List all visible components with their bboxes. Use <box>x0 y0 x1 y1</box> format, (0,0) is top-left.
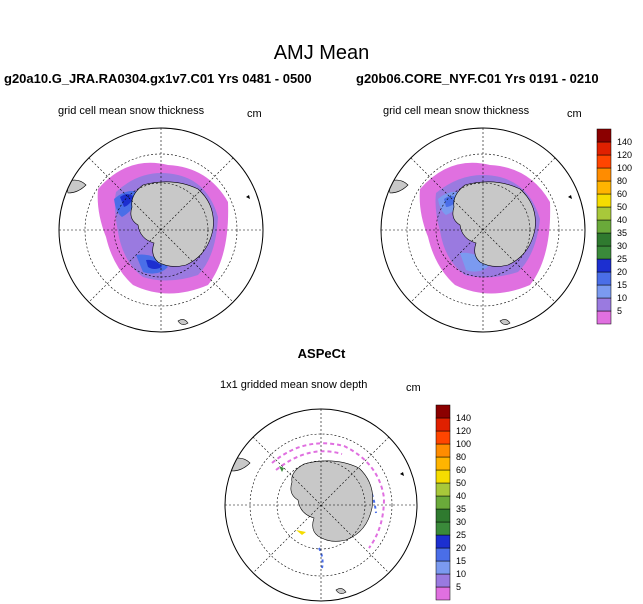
colorbar-box <box>596 206 612 221</box>
graticule-meridians <box>59 128 263 332</box>
colorbar-box <box>435 573 451 588</box>
colorbar-tick-label: 5 <box>456 582 461 592</box>
colorbar-tick-label: 25 <box>617 254 627 264</box>
graticule-meridians <box>381 128 585 332</box>
small-island <box>246 195 250 199</box>
south-america-tip <box>387 179 409 194</box>
colorbar-tick-label: 140 <box>456 413 471 423</box>
antarctica-landmass <box>130 181 214 267</box>
right-variable-label: grid cell mean snow thickness <box>383 105 530 117</box>
colorbar-box <box>596 258 612 273</box>
small-island <box>400 472 404 476</box>
colorbar-tick-label: 10 <box>456 569 466 579</box>
colorbar-box <box>596 245 612 260</box>
new-zealand-island <box>177 319 189 325</box>
colorbar-box <box>596 154 612 169</box>
left-panel-title: g20a10.G_JRA.RA0304.gx1v7.C01 Yrs 0481 -… <box>4 71 312 86</box>
colorbar-box <box>435 534 451 549</box>
map-boundary <box>58 127 264 333</box>
colorbar-tick-label: 100 <box>617 163 632 173</box>
colorbar-tick-label: 15 <box>456 556 466 566</box>
colorbar-box <box>435 521 451 536</box>
south-america-tip <box>229 457 251 472</box>
observation-track-ring <box>271 442 386 549</box>
colorbar-box <box>596 232 612 247</box>
colorbar-tick-label: 15 <box>617 280 627 290</box>
colorbar-box <box>596 167 612 182</box>
colorbar-tick-label: 40 <box>617 215 627 225</box>
colorbar-box <box>435 482 451 497</box>
bottom-variable-label: 1x1 gridded mean snow depth <box>220 379 368 391</box>
colorbar-tick-label: 120 <box>617 150 632 160</box>
observation-points-green <box>279 466 284 472</box>
bottom-panel-title: ASPeCt <box>297 346 346 361</box>
colorbar-tick-label: 20 <box>617 267 627 277</box>
colorbar-box <box>435 560 451 575</box>
colorbar-box <box>596 180 612 195</box>
snow-field-blue <box>120 194 134 207</box>
colorbar-tick-label: 100 <box>456 439 471 449</box>
colorbar-box <box>596 297 612 312</box>
figure-title: AMJ Mean <box>273 42 370 64</box>
right-colorbar: 5 10 15 20 25 30 35 40 50 60 80 100 120 140 <box>596 128 632 325</box>
colorbar-box <box>435 404 451 419</box>
bottom-colorbar: 5 10 15 20 25 30 35 40 50 60 80 100 120 140 <box>435 404 471 601</box>
colorbar-box <box>596 193 612 208</box>
small-island <box>568 195 572 199</box>
colorbar-tick-label: 20 <box>456 543 466 553</box>
colorbar-tick-label: 40 <box>456 491 466 501</box>
colorbar-tick-label: 35 <box>617 228 627 238</box>
right-polar-map <box>380 127 586 333</box>
colorbar-box <box>596 128 612 143</box>
colorbar-box <box>596 310 612 325</box>
colorbar-tick-label: 10 <box>617 293 627 303</box>
new-zealand-island <box>335 588 347 594</box>
colorbar-box <box>596 271 612 286</box>
colorbar-box <box>435 495 451 510</box>
colorbar-tick-label: 50 <box>617 202 627 212</box>
colorbar-box <box>435 443 451 458</box>
colorbar-tick-label: 5 <box>617 306 622 316</box>
new-zealand-island <box>499 319 511 325</box>
antarctica-landmass <box>290 460 373 542</box>
left-units-label: cm <box>247 108 262 120</box>
colorbar-box <box>435 586 451 601</box>
bottom-units-label: cm <box>406 382 421 394</box>
colorbar-tick-label: 60 <box>456 465 466 475</box>
colorbar-box <box>596 219 612 234</box>
left-variable-label: grid cell mean snow thickness <box>58 105 205 117</box>
colorbar-box <box>596 141 612 156</box>
snow-field-blue-2 <box>146 259 162 269</box>
colorbar-box <box>435 547 451 562</box>
map-boundary <box>224 408 418 602</box>
colorbar-box <box>435 469 451 484</box>
colorbar-tick-label: 80 <box>617 176 627 186</box>
colorbar-tick-label: 25 <box>456 530 466 540</box>
colorbar-box <box>435 456 451 471</box>
south-america-tip <box>65 179 87 194</box>
map-boundary <box>380 127 586 333</box>
colorbar-tick-label: 30 <box>617 241 627 251</box>
colorbar-box <box>596 284 612 299</box>
graticule-lat-45 <box>249 433 393 577</box>
colorbar-tick-label: 80 <box>456 452 466 462</box>
colorbar-box <box>435 508 451 523</box>
colorbar-tick-label: 50 <box>456 478 466 488</box>
snow-field-lightblue-2 <box>460 252 490 272</box>
colorbar-tick-label: 120 <box>456 426 471 436</box>
colorbar-tick-label: 60 <box>617 189 627 199</box>
colorbar-tick-label: 35 <box>456 504 466 514</box>
graticule-meridians <box>225 409 417 601</box>
colorbar-tick-label: 140 <box>617 137 632 147</box>
right-panel-title: g20b06.CORE_NYF.C01 Yrs 0191 - 0210 <box>356 71 599 86</box>
bottom-polar-map <box>224 408 418 602</box>
colorbar-box <box>435 417 451 432</box>
antarctica-landmass <box>452 181 536 267</box>
left-polar-map <box>58 127 264 333</box>
observation-points-yellow <box>296 530 306 535</box>
colorbar-box <box>435 430 451 445</box>
right-units-label: cm <box>567 108 582 120</box>
colorbar-tick-label: 30 <box>456 517 466 527</box>
